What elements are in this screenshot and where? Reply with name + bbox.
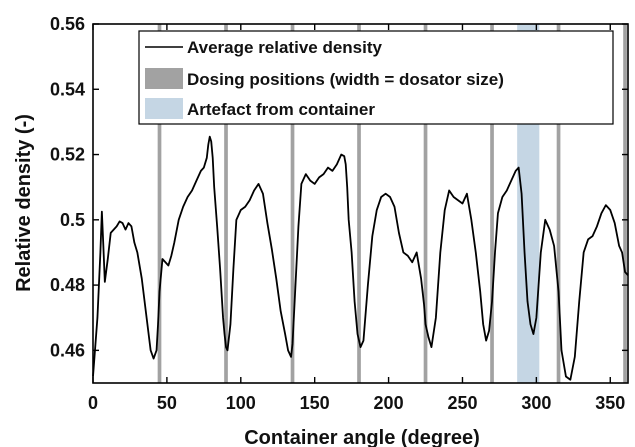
legend-artefact-swatch bbox=[145, 98, 183, 119]
ticks-layer: 0 50 100 150 200 250 300 350 0.46 0.48 0.5 0.52 0.54… bbox=[50, 14, 628, 413]
legend-label-average-density: Average relative density bbox=[187, 38, 383, 57]
dosing-position-band bbox=[357, 24, 361, 383]
line-layer bbox=[92, 135, 629, 381]
x-tick-label: 150 bbox=[300, 393, 330, 413]
y-axis-title: Relative density (-) bbox=[13, 114, 35, 292]
legend-label-artefact: Artefact from container bbox=[187, 100, 375, 119]
x-tick-label: 250 bbox=[447, 393, 477, 413]
x-tick-label: 350 bbox=[595, 393, 625, 413]
dosing-position-band bbox=[157, 24, 162, 383]
dosing-position-band bbox=[556, 24, 561, 383]
y-tick-label: 0.5 bbox=[60, 210, 85, 230]
y-tick-label: 0.52 bbox=[50, 145, 85, 165]
dosing-position-band bbox=[490, 24, 494, 383]
x-tick-label: 300 bbox=[521, 393, 551, 413]
x-tick-label: 200 bbox=[374, 393, 404, 413]
y-tick-label: 0.56 bbox=[50, 14, 85, 34]
legend-dosing-swatch bbox=[145, 68, 183, 89]
average-density-line bbox=[92, 135, 629, 381]
dosing-position-band bbox=[290, 24, 295, 383]
plot-frame bbox=[92, 23, 629, 384]
dosing-position-band bbox=[224, 24, 228, 383]
legend: Average relative density Dosing position… bbox=[138, 30, 614, 125]
x-tick-label: 50 bbox=[157, 393, 177, 413]
dosing-position-band bbox=[623, 24, 627, 383]
dosing-position-band bbox=[423, 24, 428, 383]
x-tick-label: 0 bbox=[88, 393, 98, 413]
y-tick-label: 0.48 bbox=[50, 275, 85, 295]
y-tick-label: 0.54 bbox=[50, 79, 85, 99]
x-tick-label: 100 bbox=[226, 393, 256, 413]
x-axis-title: Container angle (degree) bbox=[244, 427, 480, 447]
y-tick-label: 0.46 bbox=[50, 340, 85, 360]
legend-label-dosing-positions: Dosing positions (width = dosator size) bbox=[187, 70, 504, 89]
legend-box bbox=[138, 30, 614, 125]
